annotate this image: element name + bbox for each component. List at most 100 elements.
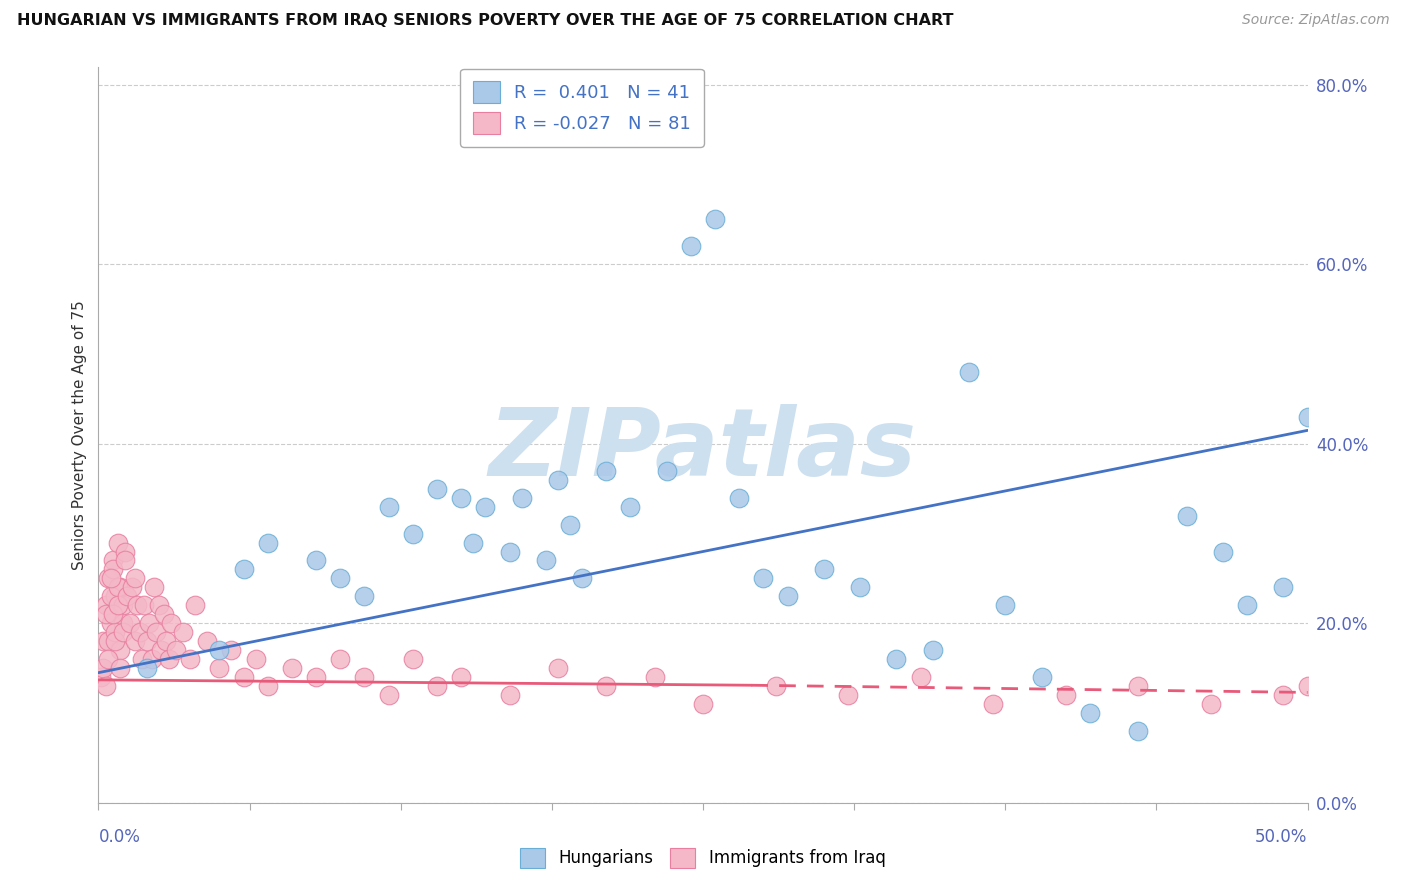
Point [1175,508,1198,523]
Point [121,581,143,595]
Point [91,661,114,675]
Point [910,670,932,684]
Point [353,670,375,684]
Point [305,553,328,567]
Point [97,571,120,585]
Point [117,590,139,604]
Point [402,652,425,666]
Point [463,535,485,549]
Point [107,535,129,549]
Legend: Hungarians, Immigrants from Iraq: Hungarians, Immigrants from Iraq [513,841,893,875]
Point [510,491,533,505]
Point [104,634,127,648]
Point [108,643,131,657]
Point [776,590,799,604]
Point [100,590,122,604]
Point [353,590,375,604]
Point [152,607,174,622]
Point [94,607,117,622]
Point [114,544,136,558]
Point [571,571,593,585]
Point [127,599,149,613]
Point [111,599,134,613]
Point [143,581,166,595]
Point [94,599,117,613]
Point [1128,724,1150,739]
Point [329,652,352,666]
Point [148,599,170,613]
Point [135,661,157,675]
Point [837,688,859,702]
Point [131,652,153,666]
Point [165,643,187,657]
Point [1128,679,1150,693]
Point [97,634,120,648]
Point [138,616,160,631]
Point [1272,688,1295,702]
Text: Source: ZipAtlas.com: Source: ZipAtlas.com [1241,13,1389,28]
Point [256,679,278,693]
Point [107,581,129,595]
Point [118,616,141,631]
Point [141,652,163,666]
Point [377,500,399,514]
Point [100,571,122,585]
Point [498,688,520,702]
Point [114,553,136,567]
Point [1296,679,1319,693]
Point [849,581,872,595]
Point [1031,670,1053,684]
Point [679,239,702,253]
Text: ZIPatlas: ZIPatlas [489,403,917,496]
Point [134,599,156,613]
Point [101,562,124,576]
Point [111,616,134,631]
Point [752,571,775,585]
Point [111,625,134,640]
Point [1212,544,1234,558]
Point [232,670,254,684]
Point [1272,581,1295,595]
Point [94,679,117,693]
Point [595,679,617,693]
Point [595,464,617,478]
Point [957,365,980,379]
Point [108,661,131,675]
Point [921,643,943,657]
Point [150,643,173,657]
Point [619,500,641,514]
Point [704,212,727,227]
Point [728,491,751,505]
Point [208,643,231,657]
Point [90,670,112,684]
Text: HUNGARIAN VS IMMIGRANTS FROM IRAQ SENIORS POVERTY OVER THE AGE OF 75 CORRELATION: HUNGARIAN VS IMMIGRANTS FROM IRAQ SENIOR… [17,13,953,29]
Point [128,625,150,640]
Point [1236,599,1258,613]
Text: 50.0%: 50.0% [1256,828,1308,846]
Point [281,661,304,675]
Point [426,679,449,693]
Point [256,535,278,549]
Point [426,482,449,496]
Point [547,473,569,487]
Point [179,652,201,666]
Point [1054,688,1077,702]
Point [547,661,569,675]
Point [692,697,714,711]
Point [160,616,183,631]
Point [104,625,127,640]
Point [329,571,352,585]
Point [644,670,666,684]
Y-axis label: Seniors Poverty Over the Age of 75: Seniors Poverty Over the Age of 75 [72,300,87,570]
Point [124,571,146,585]
Point [184,599,207,613]
Point [474,500,496,514]
Point [208,661,231,675]
Point [108,581,131,595]
Point [1199,697,1222,711]
Point [498,544,520,558]
Point [558,517,581,532]
Point [245,652,267,666]
Text: 0.0%: 0.0% [98,828,141,846]
Point [994,599,1017,613]
